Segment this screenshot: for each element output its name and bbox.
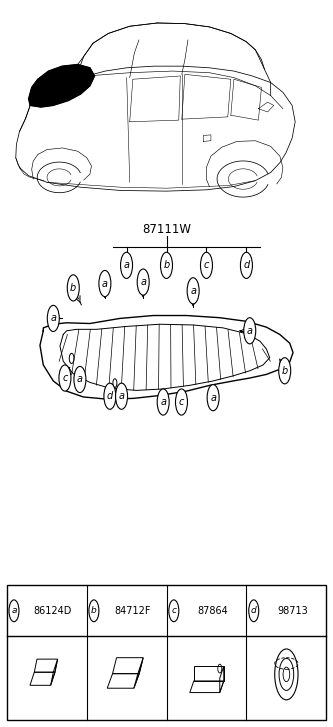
Text: b: b <box>91 606 97 615</box>
Circle shape <box>137 269 149 295</box>
Circle shape <box>121 252 133 278</box>
Text: a: a <box>160 397 166 407</box>
Text: a: a <box>50 313 56 324</box>
Text: a: a <box>124 260 130 270</box>
Circle shape <box>161 252 172 278</box>
Circle shape <box>116 383 128 409</box>
Circle shape <box>59 365 71 391</box>
Circle shape <box>279 358 291 384</box>
Circle shape <box>9 600 19 622</box>
Circle shape <box>67 275 79 301</box>
Text: d: d <box>243 260 249 270</box>
Text: 87111W: 87111W <box>142 223 191 236</box>
Polygon shape <box>40 316 293 399</box>
Circle shape <box>157 389 169 415</box>
Circle shape <box>169 600 179 622</box>
Text: a: a <box>11 606 17 615</box>
Text: a: a <box>210 393 216 403</box>
Text: b: b <box>282 366 288 376</box>
Circle shape <box>207 385 219 411</box>
Polygon shape <box>29 65 95 107</box>
Text: a: a <box>140 277 146 287</box>
Circle shape <box>244 318 256 344</box>
Circle shape <box>104 383 116 409</box>
Text: c: c <box>204 260 209 270</box>
Circle shape <box>74 366 86 393</box>
Text: 84712F: 84712F <box>115 606 151 616</box>
Text: b: b <box>164 260 169 270</box>
Polygon shape <box>60 324 270 390</box>
Text: c: c <box>171 606 176 615</box>
Text: c: c <box>62 373 68 383</box>
FancyBboxPatch shape <box>7 585 326 720</box>
Text: a: a <box>77 374 83 385</box>
Text: 86124D: 86124D <box>34 606 72 616</box>
Circle shape <box>99 270 111 297</box>
Text: a: a <box>119 391 125 401</box>
Circle shape <box>175 389 187 415</box>
Text: c: c <box>179 397 184 407</box>
Text: a: a <box>102 278 108 289</box>
Circle shape <box>249 600 259 622</box>
Circle shape <box>240 252 252 278</box>
Text: a: a <box>190 286 196 296</box>
Circle shape <box>89 600 99 622</box>
Text: 98713: 98713 <box>277 606 308 616</box>
Text: d: d <box>107 391 113 401</box>
Text: a: a <box>247 326 253 336</box>
Circle shape <box>187 278 199 304</box>
Circle shape <box>200 252 212 278</box>
Text: 87864: 87864 <box>197 606 228 616</box>
Circle shape <box>47 305 59 332</box>
Text: d: d <box>251 606 257 615</box>
Text: b: b <box>70 283 76 293</box>
